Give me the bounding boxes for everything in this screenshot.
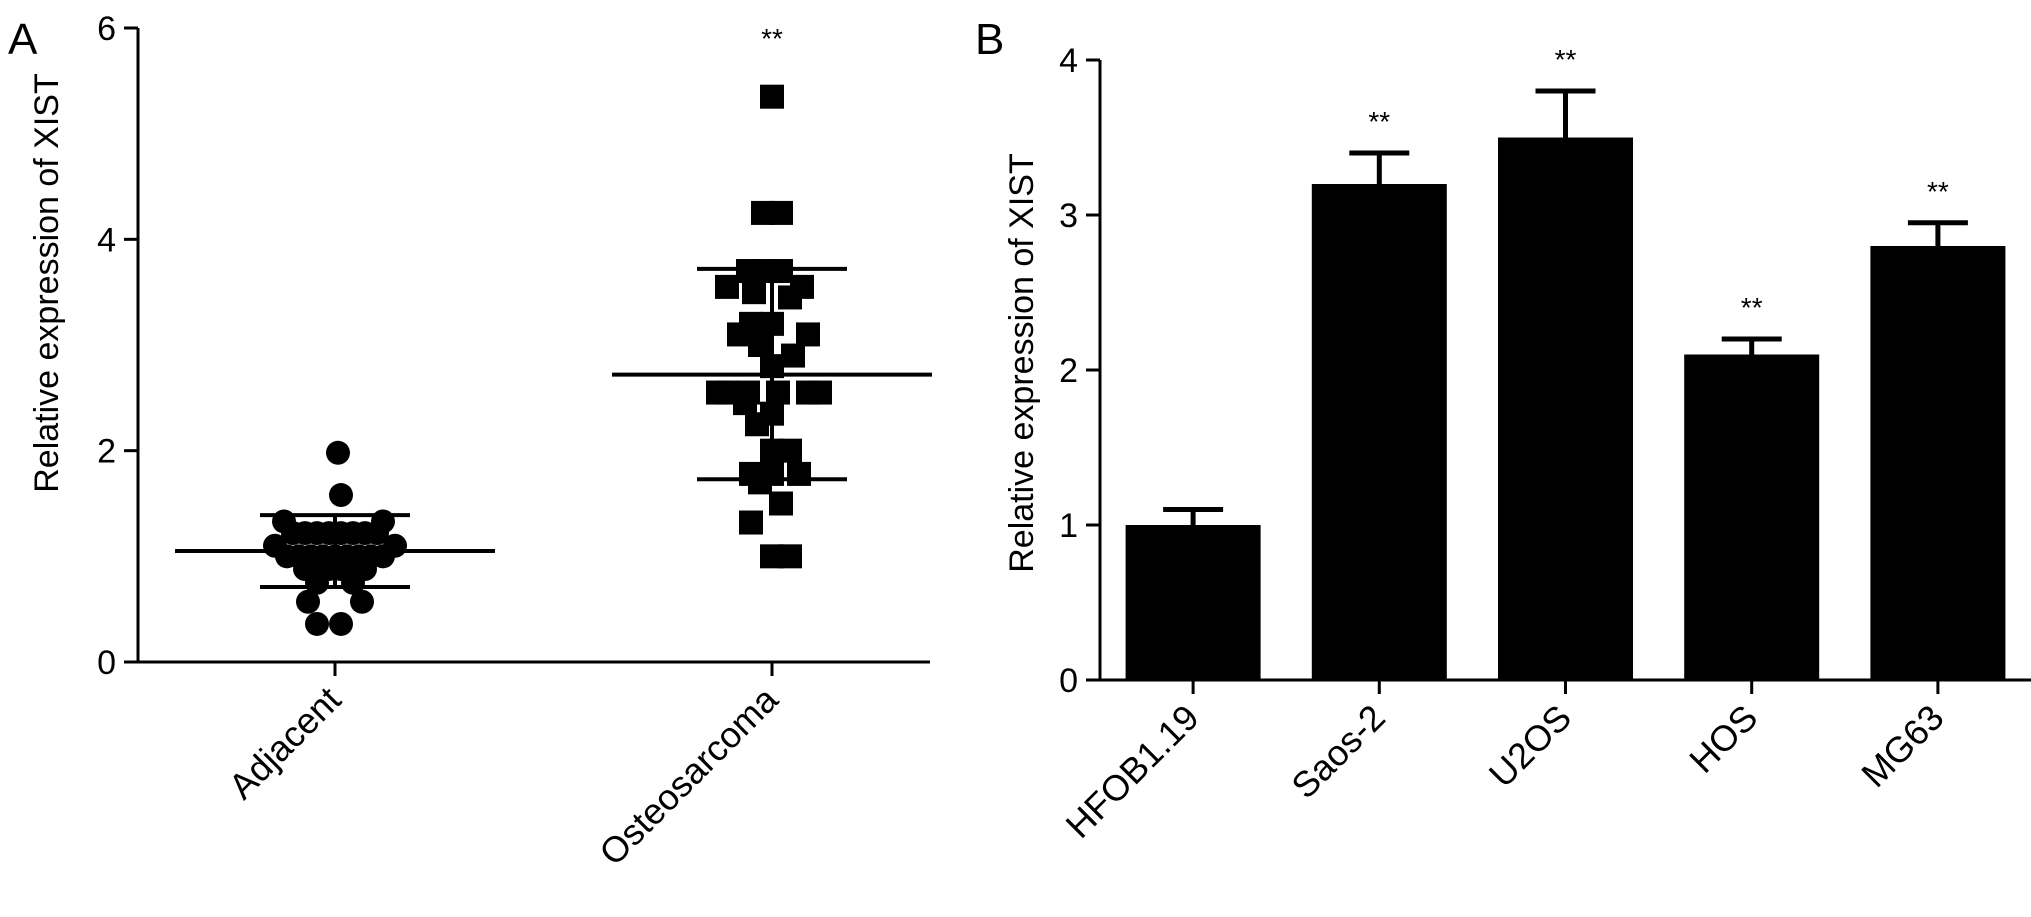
panel-a-y-axis-title: Relative expression of XIST [28, 73, 66, 493]
panel-a-data-point-square [760, 84, 784, 109]
panel-a-category-labels: Adjacent Osteosarcoma ** [221, 23, 787, 873]
panel-b-y-tick-label: 3 [1059, 197, 1078, 235]
panel-a-category-label: Osteosarcoma [591, 678, 786, 873]
panel-a-data-point-square [739, 510, 763, 535]
panel-b-significance-label: ** [1741, 292, 1763, 323]
panel-a-y-tick-label: 6 [97, 10, 116, 48]
panel-b-category-label: Saos-2 [1283, 697, 1393, 807]
panel-a-data-point-square [742, 280, 766, 305]
panel-a-data-point-square [769, 200, 793, 225]
panel-a-data-point-circle [329, 483, 353, 508]
panel-a-data-point-square [778, 438, 802, 463]
panel-a-data-point-square [778, 544, 802, 569]
panel-a-scatter-plot: A Relative expression of XIST 0 2 4 6 Adjac… [8, 10, 932, 873]
panel-a-data-point-square [778, 285, 802, 310]
panel-a-y-tick-label: 2 [97, 433, 116, 471]
panel-b-y-tick-label: 4 [1059, 42, 1078, 80]
panel-a-data-point-square [796, 322, 820, 347]
panel-a-data-point-square [733, 391, 757, 416]
panel-b-y-tick-label: 0 [1059, 662, 1078, 700]
panel-a-data-point-circle [350, 589, 374, 614]
panel-a-data-point-square [715, 274, 739, 299]
panel-b-letter: B [975, 15, 1004, 64]
panel-a-data-point-square [787, 461, 811, 486]
panel-a-data-point-square [769, 491, 793, 516]
panel-a-category-label: Adjacent [221, 679, 349, 807]
panel-a-data-point-square [748, 470, 772, 495]
panel-a-axes [136, 28, 930, 664]
panel-b-bar [1870, 246, 2006, 680]
panel-a-letter: A [8, 15, 38, 64]
panel-a-y-ticks: 0 2 4 6 [97, 10, 138, 682]
panel-a-data-point-circle [365, 521, 389, 546]
panel-a-data-point-circle [296, 589, 320, 614]
panel-a-mean-sd-bars [175, 266, 932, 589]
panel-b-category-labels: HFOB1.19 Saos-2 U2OS HOS MG63 [1058, 680, 1952, 846]
panel-b-bar [1684, 354, 1820, 680]
panel-a-data-point-circle [305, 611, 329, 636]
panel-b-y-axis-title: Relative expression of XIST [1003, 153, 1041, 573]
panel-a-significance-label: ** [761, 23, 783, 54]
panel-a-y-tick-label: 4 [97, 221, 116, 259]
panel-a-data-point-square [766, 380, 790, 405]
panel-b-y-tick-label: 2 [1059, 352, 1078, 390]
panel-b-bar [1311, 184, 1447, 680]
panel-b-category-label: U2OS [1481, 697, 1579, 795]
panel-b-y-tick-label: 1 [1059, 507, 1078, 545]
panel-b-category-label: HOS [1681, 697, 1765, 781]
panel-b-category-label: MG63 [1853, 697, 1951, 795]
panel-a-data-point-square [781, 343, 805, 368]
panel-a-data-point-circle [326, 440, 350, 465]
panel-b-bars: ** ** ** ** [1125, 44, 2006, 680]
panel-b-significance-label: ** [1555, 44, 1577, 75]
panel-a-points [263, 84, 832, 636]
panel-b-bar [1125, 525, 1261, 680]
panel-a-data-point-circle [329, 611, 353, 636]
panel-b-category-label: HFOB1.19 [1058, 697, 1207, 846]
panel-b-significance-label: ** [1368, 106, 1390, 137]
panel-b-significance-label: ** [1927, 176, 1949, 207]
panel-a-data-point-square [748, 333, 772, 357]
panel-b-y-ticks: 0 1 2 3 4 [1059, 42, 1100, 700]
panel-a-data-point-square [745, 412, 769, 437]
panel-b-bar [1498, 137, 1633, 680]
panel-a-data-point-square [727, 322, 751, 347]
panel-a-y-tick-label: 0 [97, 644, 116, 682]
panel-a-data-point-square [808, 380, 832, 405]
